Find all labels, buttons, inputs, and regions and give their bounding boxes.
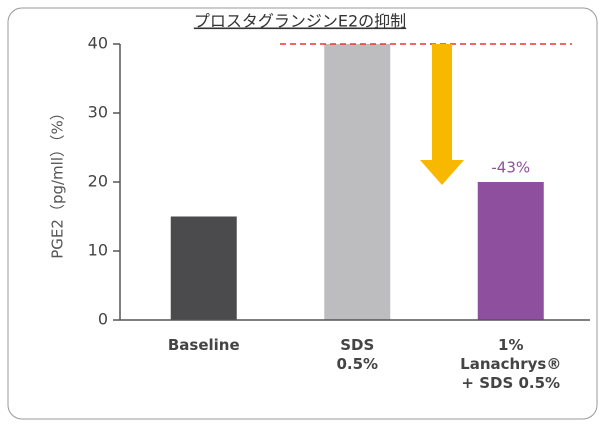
- x-tick-line: Baseline: [168, 336, 240, 354]
- y-tick-label: 40: [88, 34, 108, 53]
- bar: [477, 182, 544, 320]
- x-tick-label: 1% Lanachrys® + SDS 0.5%: [460, 336, 561, 392]
- y-tick-label: 10: [88, 241, 108, 260]
- annotation: -43%: [491, 159, 530, 177]
- x-tick-line: 0.5%: [336, 355, 378, 373]
- x-tick-label: SDS 0.5%: [336, 336, 378, 373]
- arrow-head: [420, 160, 464, 185]
- y-axis-label: PGE2（pg/mll）（%）: [49, 105, 67, 259]
- x-tick-line: + SDS 0.5%: [461, 374, 560, 392]
- x-tick-line: Lanachrys®: [460, 355, 561, 373]
- x-tick-line: 1%: [498, 336, 523, 354]
- x-tick-line: SDS: [340, 336, 374, 354]
- bar: [170, 216, 237, 320]
- x-tick-label: Baseline: [168, 336, 240, 354]
- arrow-shaft: [432, 44, 452, 162]
- y-tick-label: 20: [88, 172, 108, 191]
- y-tick-label: 30: [88, 103, 108, 122]
- bar: [324, 44, 391, 320]
- y-tick-label: 0: [98, 310, 108, 329]
- chart-title: プロスタグランジンE2の抑制: [194, 12, 406, 31]
